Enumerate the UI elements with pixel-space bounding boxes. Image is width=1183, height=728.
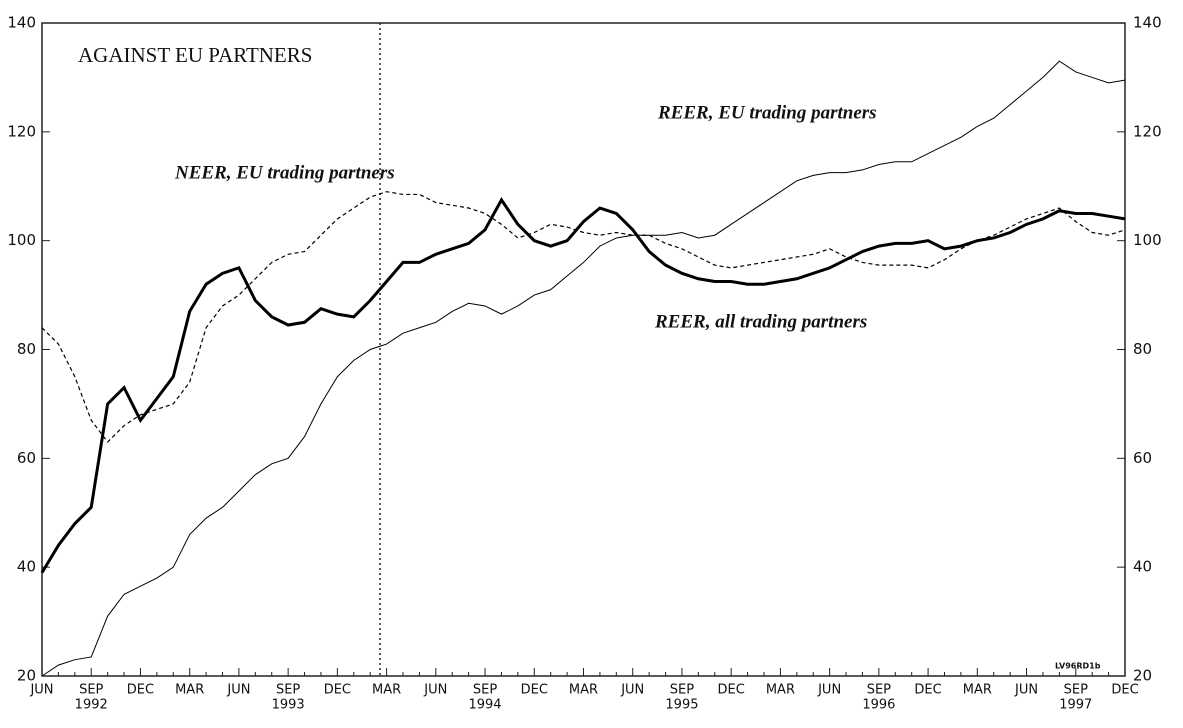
y2-tick-label: 120	[1133, 122, 1162, 140]
y-tick-label: 140	[7, 14, 36, 32]
chart-title: AGAINST EU PARTNERS	[78, 43, 312, 67]
series-line	[41, 191, 1126, 443]
year-label: 1992	[75, 698, 108, 713]
x-tick-label: DEC	[324, 683, 351, 698]
annotation: REER, EU trading partners	[657, 102, 877, 123]
y2-tick-label: 40	[1133, 558, 1152, 576]
x-tick-label: MAR	[569, 683, 598, 698]
x-tick-label: JUN	[817, 683, 841, 698]
y-tick-label: 20	[17, 667, 36, 685]
x-tick-label: SEP	[276, 683, 300, 698]
x-tick-label: SEP	[79, 683, 103, 698]
x-tick-label: JUN	[1014, 683, 1038, 698]
x-tick-label: MAR	[372, 683, 401, 698]
y2-tick-label: 60	[1133, 449, 1152, 467]
x-tick-label: JUN	[29, 683, 53, 698]
x-tick-label: JUN	[423, 683, 447, 698]
y-tick-label: 100	[7, 231, 36, 249]
year-label: 1993	[272, 698, 305, 713]
x-tick-label: SEP	[473, 683, 497, 698]
x-tick-label: MAR	[766, 683, 795, 698]
x-tick-label: DEC	[914, 683, 941, 698]
x-tick-label: JUN	[226, 683, 250, 698]
annotation: LV96RD1b	[1055, 662, 1101, 671]
x-tick-label: SEP	[670, 683, 694, 698]
annotation: NEER, EU trading partners	[174, 162, 395, 183]
year-label: 1994	[468, 698, 501, 713]
y2-tick-label: 140	[1133, 14, 1162, 32]
y-tick-label: 40	[17, 558, 36, 576]
series-line	[41, 60, 1126, 677]
x-tick-label: SEP	[867, 683, 891, 698]
y-tick-label: 60	[17, 449, 36, 467]
year-label: 1997	[1059, 698, 1092, 713]
year-label: 1995	[665, 698, 698, 713]
x-tick-label: DEC	[521, 683, 548, 698]
x-tick-label: MAR	[963, 683, 992, 698]
x-tick-label: JUN	[620, 683, 644, 698]
y2-tick-label: 80	[1133, 340, 1152, 358]
year-label: 1996	[862, 698, 895, 713]
annotation: REER, all trading partners	[654, 311, 867, 332]
x-tick-label: MAR	[175, 683, 204, 698]
y2-tick-label: 20	[1133, 667, 1152, 685]
y-tick-label: 80	[17, 340, 36, 358]
x-tick-label: DEC	[1111, 683, 1138, 698]
plot-frame	[41, 22, 1126, 677]
y2-tick-label: 100	[1133, 231, 1162, 249]
y-tick-label: 120	[7, 122, 36, 140]
x-tick-label: DEC	[718, 683, 745, 698]
x-tick-label: DEC	[127, 683, 154, 698]
x-tick-label: SEP	[1064, 683, 1088, 698]
series-line	[40, 196, 1126, 574]
